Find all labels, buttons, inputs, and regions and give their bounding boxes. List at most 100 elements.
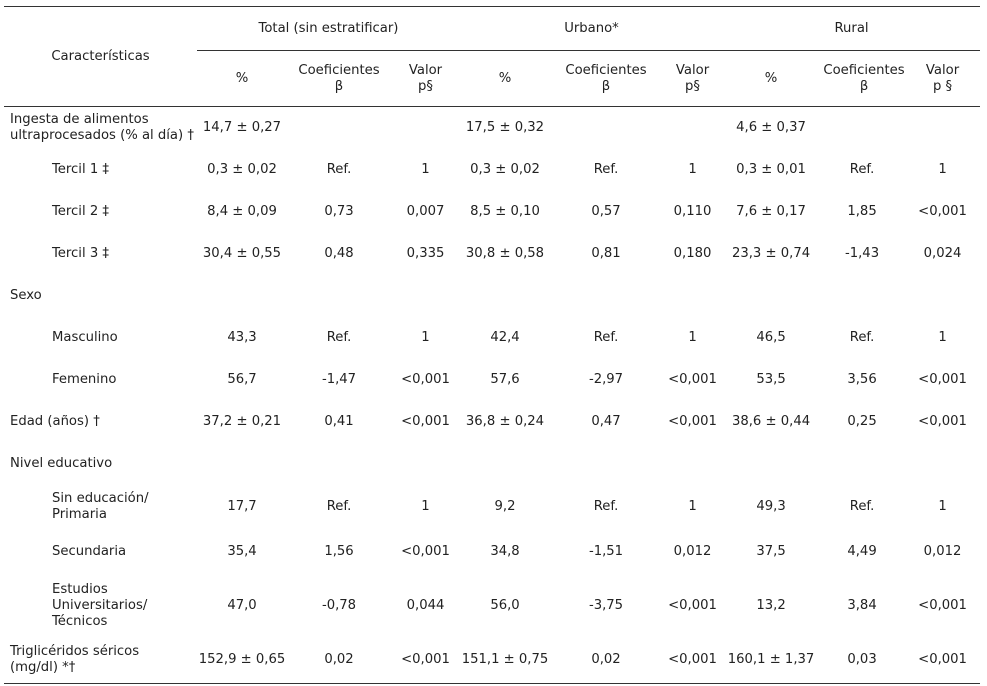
cell-pvalue: <0,001 [918, 203, 967, 219]
table-row: Triglicéridos séricos (mg/dl) *† 152,9 ± … [4, 637, 981, 684]
table-row: Ingesta de alimentos ultraprocesados (% … [4, 107, 980, 149]
table-row: Tercil 2 ‡ 8,4 ± 0,09 0,73 0,007 8,5 ± 0,10 0… [4, 191, 980, 233]
cell-pct: 0,3 ± 0,02 [470, 161, 540, 177]
cell-pvalue [905, 443, 980, 485]
cell-coef: 1,56 [324, 543, 354, 559]
cell-pvalue: 1 [688, 161, 697, 177]
row-label: Secundaria [52, 543, 127, 559]
cell-pct: 53,5 [756, 371, 786, 387]
cell-pct: 13,2 [756, 597, 786, 613]
cell-coef: 0,48 [324, 245, 354, 261]
cell-pct: 151,1 ± 0,75 [461, 651, 549, 667]
row-label: Estudios Universitarios/ Técnicos [52, 581, 148, 629]
cell-pct [197, 275, 287, 317]
cell-pct [197, 443, 287, 485]
cell-pct: 30,4 ± 0,55 [202, 245, 282, 261]
cell-pvalue: <0,001 [918, 597, 967, 613]
row-label: Masculino [52, 329, 118, 345]
header-coef: Coeficientes β [565, 62, 647, 94]
cell-pct: 37,5 [756, 543, 786, 559]
cell-pct: 36,8 ± 0,24 [465, 413, 545, 429]
cell-pvalue: <0,001 [918, 413, 967, 429]
cell-coef: 0,02 [324, 651, 354, 667]
cell-pvalue [662, 275, 723, 317]
cell-pct: 23,3 ± 0,74 [731, 245, 811, 261]
cell-pvalue: 1 [688, 498, 697, 514]
table-row: Tercil 3 ‡ 30,4 ± 0,55 0,48 0,335 30,8 ± 0,5… [4, 233, 980, 275]
header-valor-p: Valor p§ [675, 62, 710, 94]
header-group-rural: Rural [723, 6, 981, 51]
cell-pvalue: <0,001 [668, 651, 717, 667]
row-label: Sexo [10, 287, 42, 303]
cell-coef [819, 443, 905, 485]
cell-coef: 0,81 [591, 245, 621, 261]
cell-pct: 57,6 [490, 371, 520, 387]
cell-pvalue: <0,001 [401, 371, 450, 387]
cell-coef: Ref. [849, 498, 875, 514]
row-label: Tercil 2 ‡ [52, 203, 110, 219]
cell-coef: 0,41 [324, 413, 354, 429]
cell-pvalue: 0,012 [673, 543, 712, 559]
cell-pct: 30,8 ± 0,58 [465, 245, 545, 261]
cell-coef: -2,97 [588, 371, 624, 387]
cell-pvalue: 0,180 [673, 245, 712, 261]
table-row: Sin educación/ Primaria 17,7 Ref. 1 9,2 Ref. 1… [4, 485, 980, 529]
cell-pct [723, 443, 819, 485]
cell-pct: 43,3 [227, 329, 257, 345]
cell-pvalue: 1 [421, 498, 430, 514]
cell-coef: Ref. [593, 161, 619, 177]
cell-pct: 4,6 ± 0,37 [736, 119, 806, 135]
cell-pct: 35,4 [227, 543, 257, 559]
cell-coef: 0,25 [847, 413, 877, 429]
cell-pvalue: 0,110 [673, 203, 712, 219]
header-pct: % [764, 70, 778, 86]
cell-coef: 3,84 [847, 597, 877, 613]
table-row: Tercil 1 ‡ 0,3 ± 0,02 Ref. 1 0,3 ± 0,02 Ref. 1… [4, 149, 980, 191]
cell-pvalue: <0,001 [401, 651, 450, 667]
cell-pvalue: <0,001 [918, 651, 967, 667]
cell-pct: 17,5 ± 0,32 [465, 119, 545, 135]
cell-pvalue: 1 [938, 329, 947, 345]
cell-pct: 42,4 [490, 329, 520, 345]
cell-pct [460, 275, 550, 317]
cell-pct: 0,3 ± 0,02 [207, 161, 277, 177]
cell-pvalue [391, 443, 460, 485]
cell-pvalue: 1 [938, 498, 947, 514]
cell-pct: 8,5 ± 0,10 [470, 203, 540, 219]
cell-pvalue [905, 275, 980, 317]
header-valor-p: Valor p § [925, 62, 960, 94]
cell-pct: 38,6 ± 0,44 [731, 413, 811, 429]
cell-pct: 49,3 [756, 498, 786, 514]
cell-pvalue: <0,001 [668, 597, 717, 613]
cell-pvalue: 0,044 [406, 597, 445, 613]
cell-pct: 46,5 [756, 329, 786, 345]
cell-pct: 37,2 ± 0,21 [202, 413, 282, 429]
row-label: Ingesta de alimentos ultraprocesados (% … [10, 111, 194, 143]
cell-coef [550, 107, 662, 149]
row-label: Triglicéridos séricos (mg/dl) *† [10, 643, 140, 675]
row-label: Tercil 1 ‡ [52, 161, 110, 177]
header-group-total: Total (sin estratificar) [197, 6, 460, 51]
cell-coef: 1,85 [847, 203, 877, 219]
cell-coef: 0,02 [591, 651, 621, 667]
cell-pct: 34,8 [490, 543, 520, 559]
cell-coef: Ref. [849, 161, 875, 177]
cell-coef [550, 443, 662, 485]
cell-coef [819, 107, 905, 149]
cell-coef [550, 275, 662, 317]
cell-coef: -3,75 [588, 597, 624, 613]
cell-pvalue: <0,001 [918, 371, 967, 387]
cell-coef: 0,47 [591, 413, 621, 429]
row-label: Nivel educativo [10, 455, 113, 471]
table-row: Sexo [4, 275, 980, 317]
cell-pct: 56,7 [227, 371, 257, 387]
header-pct: % [235, 70, 249, 86]
cell-pct: 14,7 ± 0,27 [202, 119, 282, 135]
cell-coef: Ref. [593, 329, 619, 345]
row-label: Tercil 3 ‡ [52, 245, 110, 261]
cell-coef: -1,43 [844, 245, 880, 261]
cell-pct: 8,4 ± 0,09 [207, 203, 277, 219]
cell-pct: 0,3 ± 0,01 [736, 161, 806, 177]
cell-pct: 160,1 ± 1,37 [727, 651, 815, 667]
cell-coef: 0,03 [847, 651, 877, 667]
